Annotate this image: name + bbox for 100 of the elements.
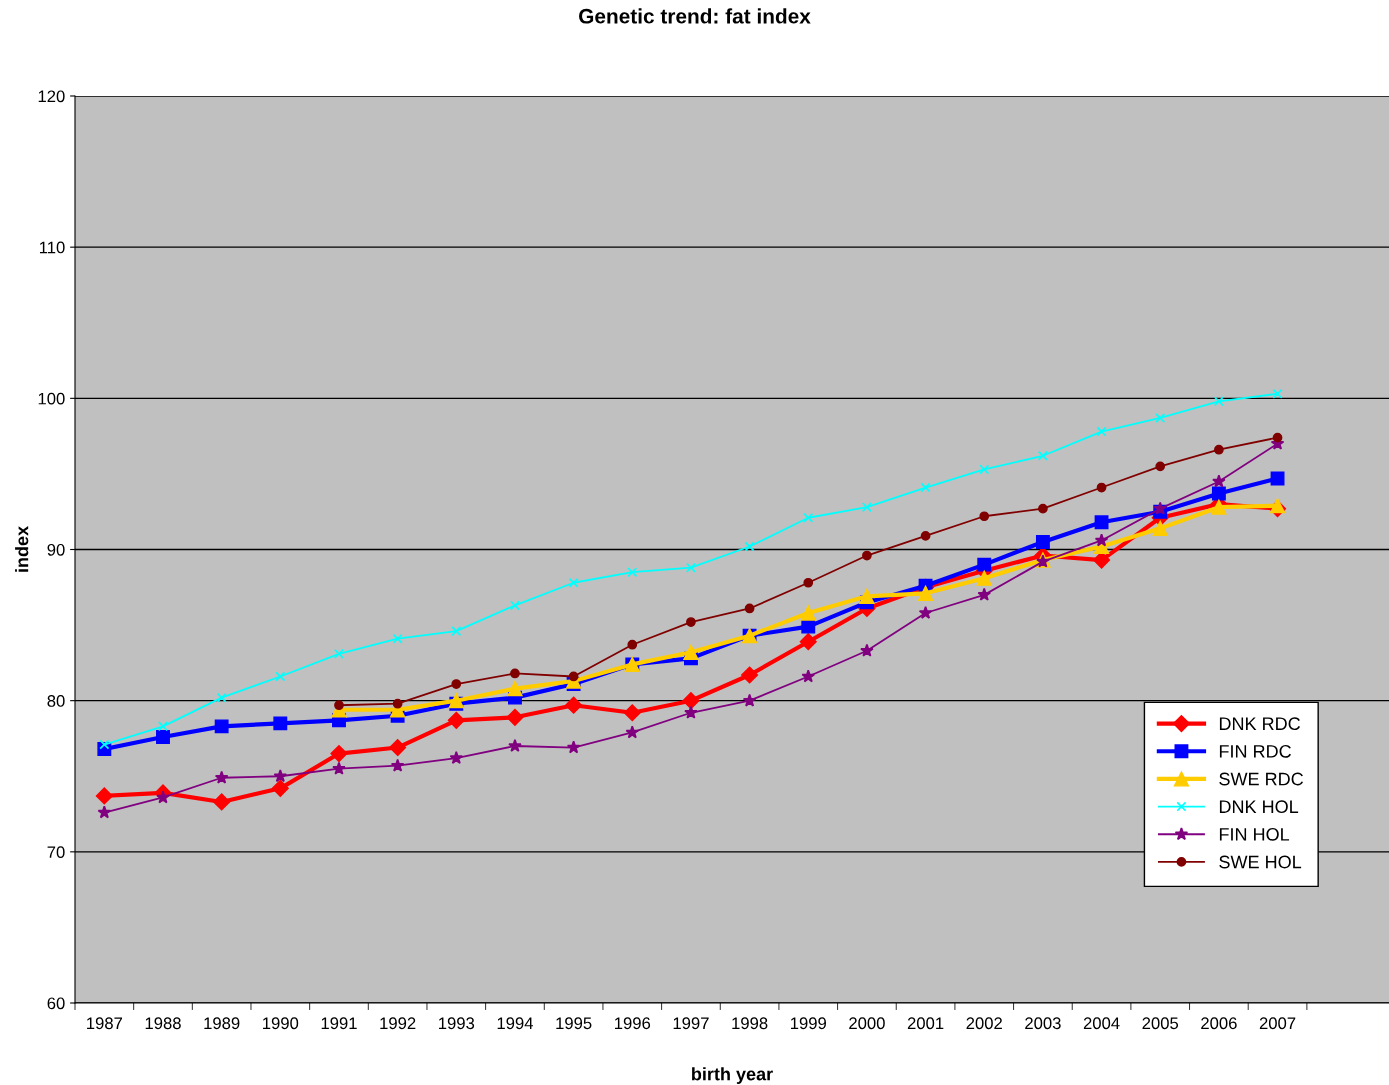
- legend-label: FIN HOL: [1219, 827, 1290, 841]
- legend-label: SWE RDC: [1219, 772, 1304, 786]
- point: [156, 730, 170, 744]
- y-tick-label: 90: [47, 543, 65, 556]
- point: [568, 671, 579, 682]
- point: [1213, 396, 1224, 407]
- point: [1038, 503, 1048, 514]
- x-tick-label: 1996: [615, 1017, 651, 1030]
- point: [214, 719, 229, 734]
- point: [1211, 499, 1227, 515]
- point: [273, 769, 288, 783]
- point: [447, 711, 465, 729]
- x-tick-label: 1991: [321, 1017, 357, 1030]
- point: [1155, 461, 1166, 472]
- point: [979, 464, 990, 475]
- point: [392, 633, 403, 644]
- point: [979, 511, 990, 522]
- x-axis-title: birth year: [692, 1067, 773, 1084]
- point: [917, 585, 934, 601]
- y-tick-label: 70: [47, 846, 65, 859]
- point: [627, 567, 638, 578]
- x-tick-label: 2005: [1142, 1017, 1179, 1030]
- point: [392, 698, 403, 709]
- x-tick-label: 1988: [145, 1017, 181, 1030]
- point: [859, 588, 875, 605]
- point: [333, 648, 344, 659]
- point: [627, 639, 638, 650]
- y-axis-title: index: [15, 526, 29, 572]
- point: [683, 644, 699, 660]
- y-tick-label: 120: [38, 90, 65, 103]
- point: [1152, 520, 1168, 536]
- point: [213, 793, 231, 811]
- x-tick-label: 1993: [439, 1017, 475, 1030]
- point: [1272, 432, 1283, 443]
- x-tick-label: 1994: [497, 1017, 534, 1030]
- point: [507, 680, 523, 697]
- x-tick-label: 1990: [263, 1017, 299, 1030]
- point: [799, 633, 817, 651]
- point: [271, 779, 289, 797]
- point: [684, 705, 698, 719]
- point: [686, 617, 696, 627]
- legend-label: DNK RDC: [1219, 717, 1301, 731]
- x-tick-label: 1989: [204, 1017, 240, 1030]
- y-tick-label: 80: [47, 695, 65, 707]
- point: [976, 570, 992, 586]
- point: [623, 704, 641, 722]
- point: [451, 679, 462, 689]
- point: [156, 790, 170, 804]
- point: [801, 619, 816, 634]
- x-tick-label: 2003: [1025, 1017, 1061, 1030]
- x-tick-label: 2007: [1259, 1017, 1296, 1030]
- point: [977, 557, 992, 572]
- point: [1269, 498, 1286, 514]
- point: [1272, 388, 1283, 399]
- point: [389, 738, 407, 757]
- y-tick-label: 100: [38, 392, 65, 405]
- point: [509, 600, 520, 611]
- point: [742, 693, 757, 707]
- point: [390, 758, 405, 772]
- point: [625, 725, 640, 739]
- point: [803, 512, 814, 523]
- point: [744, 541, 755, 552]
- x-tick-label: 1995: [556, 1017, 592, 1030]
- point: [1094, 515, 1109, 530]
- point: [1094, 533, 1109, 547]
- x-tick-label: 1998: [732, 1017, 768, 1030]
- point: [334, 700, 344, 711]
- point: [330, 745, 348, 763]
- x-tick-label: 1992: [380, 1017, 416, 1030]
- legend-label: SWE HOL: [1219, 855, 1302, 869]
- point: [157, 721, 168, 732]
- point: [685, 562, 696, 573]
- point: [565, 696, 583, 714]
- point: [1035, 534, 1050, 549]
- point: [1096, 482, 1107, 493]
- point: [508, 738, 522, 752]
- point: [1211, 486, 1226, 501]
- point: [920, 531, 931, 541]
- point: [1155, 412, 1166, 423]
- point: [861, 502, 872, 513]
- point: [800, 605, 816, 621]
- point: [566, 740, 581, 754]
- point: [275, 671, 286, 682]
- point: [920, 482, 931, 493]
- point: [803, 577, 814, 588]
- point: [741, 666, 759, 684]
- x-tick-label: 1999: [790, 1017, 827, 1030]
- point: [801, 669, 816, 683]
- point: [977, 587, 992, 601]
- point: [273, 716, 288, 731]
- point: [918, 605, 933, 619]
- y-tick-label: 60: [47, 997, 65, 1010]
- point: [568, 577, 579, 588]
- point: [216, 692, 227, 703]
- point: [1037, 450, 1048, 461]
- point: [95, 787, 113, 805]
- chart-title: Genetic trend: fat index: [579, 8, 811, 24]
- point: [449, 751, 464, 765]
- point: [506, 708, 524, 726]
- x-tick-label: 1997: [673, 1017, 709, 1030]
